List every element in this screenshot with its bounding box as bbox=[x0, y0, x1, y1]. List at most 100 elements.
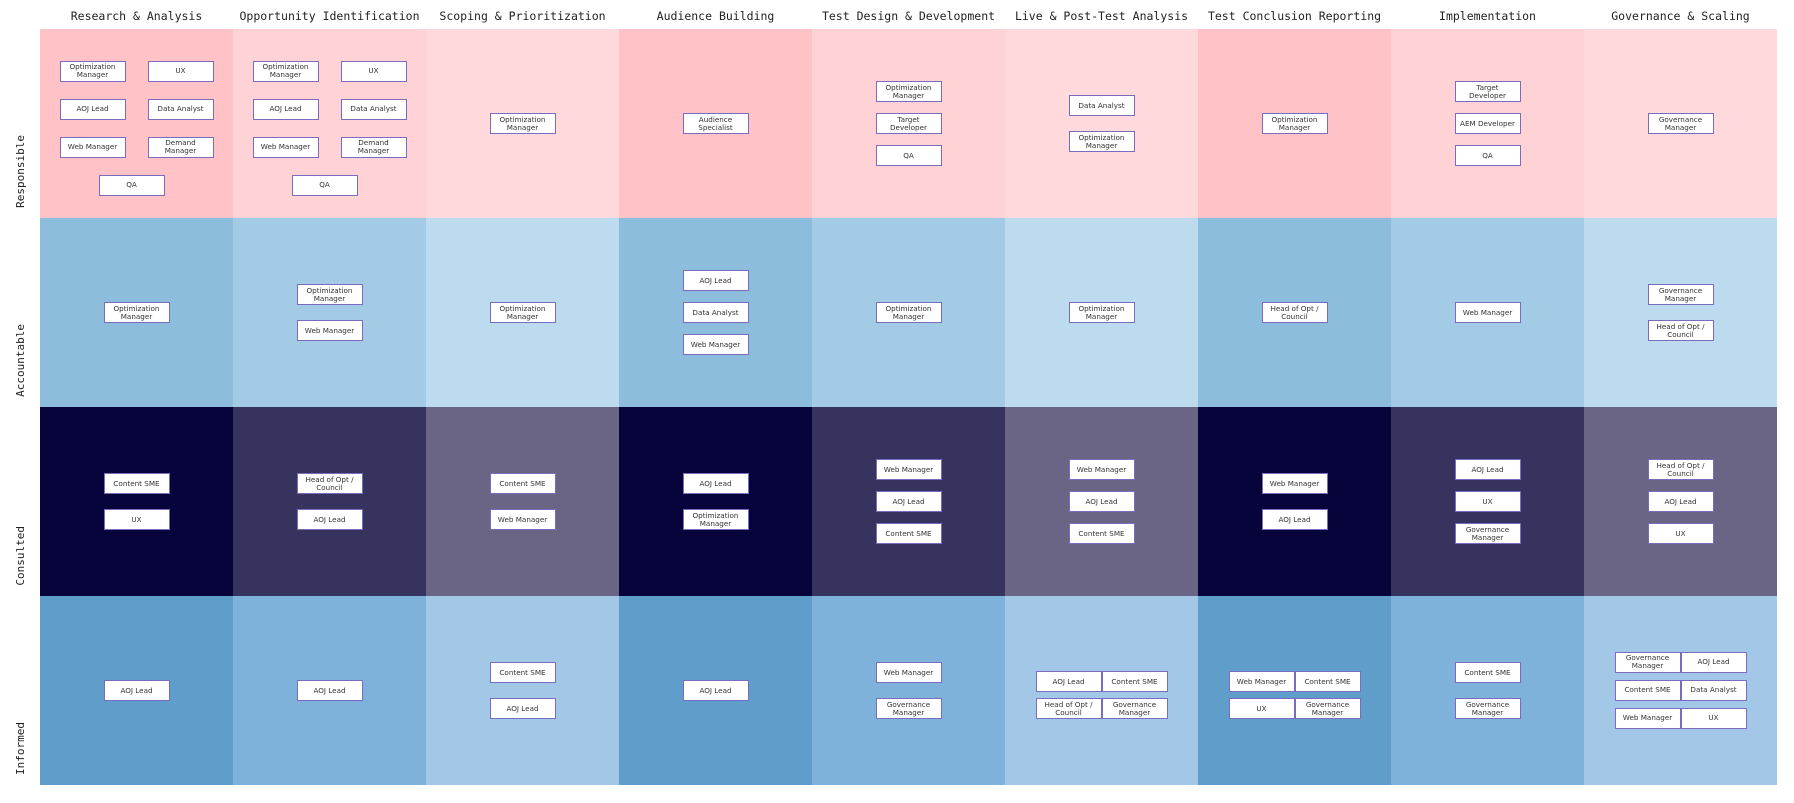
role-card-content-sme[interactable]: Content SME bbox=[1614, 679, 1681, 701]
role-card-web-manager[interactable]: Web Manager bbox=[489, 509, 556, 530]
role-card-head-of-opt-council[interactable]: Head of Opt / Council bbox=[1261, 302, 1328, 323]
role-card-governance-manager[interactable]: Governance Manager bbox=[1614, 651, 1681, 673]
role-card-demand-manager[interactable]: Demand Manager bbox=[340, 136, 407, 158]
role-card-governance-manager[interactable]: Governance Manager bbox=[1647, 113, 1714, 134]
column-header-scoping-prioritization: Scoping & Prioritization bbox=[439, 9, 606, 23]
role-card-aoj-lead[interactable]: AOJ Lead bbox=[875, 491, 942, 512]
role-card-aoj-lead[interactable]: AOJ Lead bbox=[296, 509, 363, 530]
role-card-content-sme[interactable]: Content SME bbox=[1294, 671, 1361, 692]
role-card-qa[interactable]: QA bbox=[875, 145, 942, 166]
role-card-aoj-lead[interactable]: AOJ Lead bbox=[59, 98, 126, 120]
role-card-aoj-lead[interactable]: AOJ Lead bbox=[103, 680, 170, 701]
role-card-web-manager[interactable]: Web Manager bbox=[875, 662, 942, 683]
role-card-optimization-manager[interactable]: Optimization Manager bbox=[1068, 302, 1135, 323]
role-card-content-sme[interactable]: Content SME bbox=[1068, 523, 1135, 544]
role-card-optimization-manager[interactable]: Optimization Manager bbox=[489, 302, 556, 323]
role-card-content-sme[interactable]: Content SME bbox=[1101, 671, 1168, 692]
role-card-aoj-lead[interactable]: AOJ Lead bbox=[1035, 671, 1102, 692]
column-header-live-post-test-analysis: Live & Post-Test Analysis bbox=[1014, 9, 1189, 23]
cell-accountable-research-analysis: Optimization Manager bbox=[40, 218, 233, 407]
role-card-optimization-manager[interactable]: Optimization Manager bbox=[1261, 113, 1328, 134]
role-card-qa[interactable]: QA bbox=[98, 174, 165, 196]
role-card-aoj-lead[interactable]: AOJ Lead bbox=[1680, 651, 1747, 673]
cell-consulted-test-conclusion-reporting: Web Manager AOJ Lead bbox=[1198, 407, 1391, 596]
role-card-data-analyst[interactable]: Data Analyst bbox=[340, 98, 407, 120]
role-card-data-analyst[interactable]: Data Analyst bbox=[1680, 679, 1747, 701]
role-card-target-developer[interactable]: Target Developer bbox=[1454, 81, 1521, 102]
role-card-content-sme[interactable]: Content SME bbox=[103, 473, 170, 494]
role-card-data-analyst[interactable]: Data Analyst bbox=[682, 302, 749, 323]
cell-responsible-test-design-development: Optimization Manager Target Developer QA bbox=[812, 29, 1005, 218]
role-card-web-manager[interactable]: Web Manager bbox=[682, 334, 749, 355]
role-card-head-of-opt-council[interactable]: Head of Opt / Council bbox=[1647, 320, 1714, 341]
role-card-aoj-lead[interactable]: AOJ Lead bbox=[682, 680, 749, 701]
cell-informed-live-post-test-analysis: AOJ Lead Content SME Head of Opt / Council… bbox=[1005, 596, 1198, 785]
role-card-ux[interactable]: UX bbox=[1454, 491, 1521, 512]
role-card-head-of-opt-council[interactable]: Head of Opt / Council bbox=[296, 473, 363, 494]
role-card-aoj-lead[interactable]: AOJ Lead bbox=[682, 270, 749, 291]
cell-informed-audience-building: AOJ Lead bbox=[619, 596, 812, 785]
role-card-aoj-lead[interactable]: AOJ Lead bbox=[1647, 491, 1714, 512]
role-card-optimization-manager[interactable]: Optimization Manager bbox=[682, 509, 749, 530]
role-card-data-analyst[interactable]: Data Analyst bbox=[1068, 95, 1135, 116]
role-card-aoj-lead[interactable]: AOJ Lead bbox=[252, 98, 319, 120]
role-card-demand-manager[interactable]: Demand Manager bbox=[147, 136, 214, 158]
role-card-ux[interactable]: UX bbox=[1228, 698, 1295, 719]
role-card-web-manager[interactable]: Web Manager bbox=[1228, 671, 1295, 692]
role-card-governance-manager[interactable]: Governance Manager bbox=[875, 698, 942, 719]
role-card-optimization-manager[interactable]: Optimization Manager bbox=[489, 113, 556, 134]
role-card-data-analyst[interactable]: Data Analyst bbox=[147, 98, 214, 120]
role-card-optimization-manager[interactable]: Optimization Manager bbox=[1068, 131, 1135, 152]
cell-consulted-live-post-test-analysis: Web Manager AOJ Lead Content SME bbox=[1005, 407, 1198, 596]
role-card-ux[interactable]: UX bbox=[147, 60, 214, 82]
role-card-audience-specialist[interactable]: Audience Specialist bbox=[682, 113, 749, 134]
role-card-optimization-manager[interactable]: Optimization Manager bbox=[103, 302, 170, 323]
role-card-ux[interactable]: UX bbox=[340, 60, 407, 82]
role-card-aoj-lead[interactable]: AOJ Lead bbox=[1454, 459, 1521, 480]
role-card-optimization-manager[interactable]: Optimization Manager bbox=[59, 60, 126, 82]
role-card-qa[interactable]: QA bbox=[1454, 145, 1521, 166]
role-card-target-developer[interactable]: Target Developer bbox=[875, 113, 942, 134]
role-card-content-sme[interactable]: Content SME bbox=[875, 523, 942, 544]
role-card-head-of-opt-council[interactable]: Head of Opt / Council bbox=[1035, 698, 1102, 719]
role-card-web-manager[interactable]: Web Manager bbox=[252, 136, 319, 158]
role-card-content-sme[interactable]: Content SME bbox=[1454, 662, 1521, 683]
role-card-web-manager[interactable]: Web Manager bbox=[1454, 302, 1521, 323]
role-card-web-manager[interactable]: Web Manager bbox=[59, 136, 126, 158]
role-card-ux[interactable]: UX bbox=[103, 509, 170, 530]
role-card-ux[interactable]: UX bbox=[1647, 523, 1714, 544]
role-card-governance-manager[interactable]: Governance Manager bbox=[1454, 523, 1521, 544]
role-card-web-manager[interactable]: Web Manager bbox=[1261, 473, 1328, 494]
role-card-aoj-lead[interactable]: AOJ Lead bbox=[489, 698, 556, 719]
cell-accountable-audience-building: AOJ Lead Data Analyst Web Manager bbox=[619, 218, 812, 407]
cell-responsible-implementation: Target Developer AEM Developer QA bbox=[1391, 29, 1584, 218]
role-card-content-sme[interactable]: Content SME bbox=[489, 662, 556, 683]
role-card-aoj-lead[interactable]: AOJ Lead bbox=[296, 680, 363, 701]
role-card-governance-manager[interactable]: Governance Manager bbox=[1101, 698, 1168, 719]
role-card-web-manager[interactable]: Web Manager bbox=[1068, 459, 1135, 480]
column-header-audience-building: Audience Building bbox=[656, 9, 775, 23]
role-card-optimization-manager[interactable]: Optimization Manager bbox=[875, 302, 942, 323]
role-card-aoj-lead[interactable]: AOJ Lead bbox=[682, 473, 749, 494]
role-card-head-of-opt-council[interactable]: Head of Opt / Council bbox=[1647, 459, 1714, 480]
role-card-aoj-lead[interactable]: AOJ Lead bbox=[1261, 509, 1328, 530]
cell-accountable-opportunity-identification: Optimization Manager Web Manager bbox=[233, 218, 426, 407]
role-card-optimization-manager[interactable]: Optimization Manager bbox=[296, 284, 363, 305]
role-card-content-sme[interactable]: Content SME bbox=[489, 473, 556, 494]
role-card-ux[interactable]: UX bbox=[1680, 707, 1747, 729]
cell-accountable-test-conclusion-reporting: Head of Opt / Council bbox=[1198, 218, 1391, 407]
role-card-aem-developer[interactable]: AEM Developer bbox=[1454, 113, 1521, 134]
role-card-optimization-manager[interactable]: Optimization Manager bbox=[252, 60, 319, 82]
row-label-text: Responsible bbox=[13, 135, 27, 208]
role-card-optimization-manager[interactable]: Optimization Manager bbox=[875, 81, 942, 102]
role-card-governance-manager[interactable]: Governance Manager bbox=[1647, 284, 1714, 305]
role-card-governance-manager[interactable]: Governance Manager bbox=[1294, 698, 1361, 719]
role-card-qa[interactable]: QA bbox=[291, 174, 358, 196]
role-card-web-manager[interactable]: Web Manager bbox=[1614, 707, 1681, 729]
role-card-web-manager[interactable]: Web Manager bbox=[875, 459, 942, 480]
role-card-aoj-lead[interactable]: AOJ Lead bbox=[1068, 491, 1135, 512]
cell-informed-test-conclusion-reporting: Web Manager Content SME UX Governance Manag… bbox=[1198, 596, 1391, 785]
cell-informed-research-analysis: AOJ Lead bbox=[40, 596, 233, 785]
role-card-governance-manager[interactable]: Governance Manager bbox=[1454, 698, 1521, 719]
role-card-web-manager[interactable]: Web Manager bbox=[296, 320, 363, 341]
